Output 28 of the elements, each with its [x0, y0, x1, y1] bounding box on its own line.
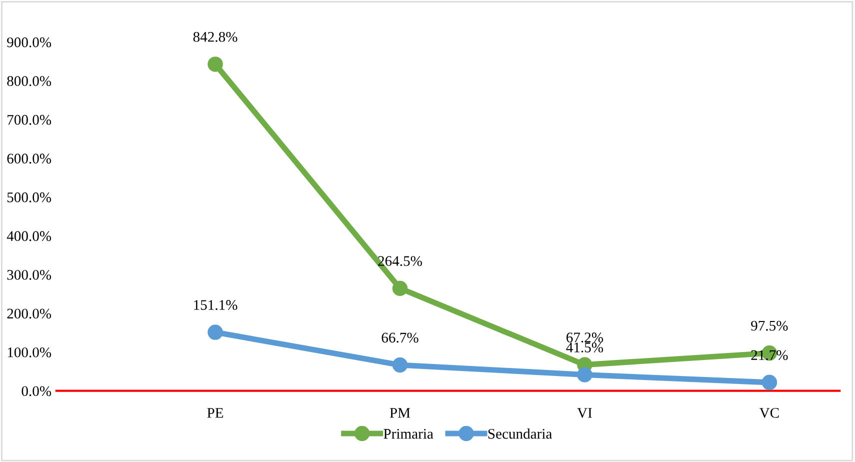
- y-tick-label: 200.0%: [7, 308, 52, 319]
- x-tick-label: PE: [207, 408, 224, 418]
- point: [392, 280, 408, 296]
- x-tick-label: VC: [759, 408, 779, 418]
- point: [762, 374, 778, 390]
- y-tick-label: 400.0%: [6, 231, 52, 242]
- data-label: 41.5%: [566, 342, 604, 352]
- data-label: 842.8%: [193, 32, 238, 42]
- y-tick-label: 300.0%: [7, 270, 52, 280]
- point: [577, 367, 592, 382]
- data-label: 67.2%: [566, 332, 604, 342]
- data-label: 151.1%: [194, 300, 238, 310]
- legend-label: Primaria: [384, 428, 434, 439]
- y-tick-label: 100.0%: [8, 347, 52, 358]
- y-tick-label: 0.0%: [22, 386, 52, 396]
- y-tick-label: 900.0%: [7, 37, 52, 48]
- y-tick-label: 800.0%: [7, 76, 52, 86]
- x-tick-label: PM: [390, 408, 410, 418]
- point: [392, 357, 408, 373]
- x-tick-label: VI: [577, 408, 592, 418]
- point: [208, 324, 223, 340]
- data-label: 66.7%: [382, 332, 418, 343]
- point: [208, 56, 223, 72]
- y-tick-label: 500.0%: [7, 192, 52, 202]
- y-tick-label: 600.0%: [7, 154, 52, 164]
- legend-label: Secundaria: [488, 428, 552, 439]
- data-label: 97.5%: [751, 320, 788, 331]
- y-tick-label: 700.0%: [8, 114, 52, 125]
